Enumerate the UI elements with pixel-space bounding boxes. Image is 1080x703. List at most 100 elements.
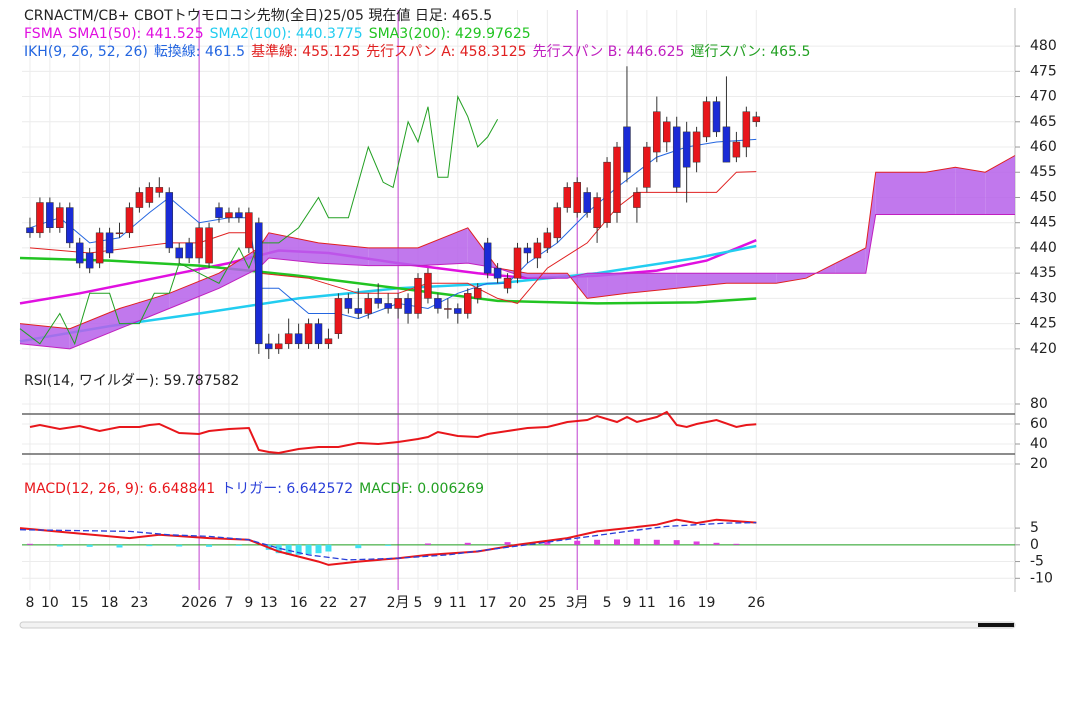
candle-body xyxy=(85,252,94,269)
cloud xyxy=(955,167,986,215)
x-tick-label: 7 xyxy=(224,595,233,611)
scrollbar[interactable] xyxy=(19,621,1016,629)
legend-group: FSMA xyxy=(24,26,63,42)
y-tick-label: 425 xyxy=(1030,316,1057,332)
candle-body xyxy=(692,131,701,163)
y-tick-label: 420 xyxy=(1030,341,1057,357)
histogram-bar xyxy=(693,541,700,545)
histogram-bar xyxy=(235,544,242,546)
cloud xyxy=(318,242,369,266)
candle-body xyxy=(384,303,392,309)
panel-title: RSI(14, ワイルダー): 59.787582 xyxy=(24,373,239,389)
series-line xyxy=(19,256,757,305)
candle-body xyxy=(36,202,44,234)
candle-body xyxy=(255,222,263,345)
cloud xyxy=(368,247,418,266)
candle-body xyxy=(284,333,293,345)
x-tick-label: 26 xyxy=(747,595,765,611)
candle-body xyxy=(404,298,412,314)
series-line xyxy=(29,410,757,455)
candle-body xyxy=(742,111,751,148)
cloud xyxy=(527,273,568,279)
cloud xyxy=(835,247,866,274)
candle-body xyxy=(583,192,591,213)
cloud xyxy=(776,273,807,284)
x-tick-label: 19 xyxy=(698,595,716,611)
candle-body xyxy=(394,298,402,309)
x-tick-label: 10 xyxy=(41,595,59,611)
candle-body xyxy=(464,293,472,314)
x-tick-label: 17 xyxy=(479,595,497,611)
histogram-bar xyxy=(673,540,680,545)
cloud xyxy=(418,227,468,266)
legend-entry: MACDF: 0.006269 xyxy=(359,481,484,497)
candle-body xyxy=(543,232,552,249)
series-line xyxy=(19,94,499,346)
y-tick-label: 450 xyxy=(1030,189,1057,205)
histogram-bar xyxy=(176,544,183,547)
series-line xyxy=(19,518,757,566)
legend-entry: 転換線: 461.5 xyxy=(154,44,245,60)
y-tick-label: 460 xyxy=(1030,139,1057,155)
x-tick-label: 2月 xyxy=(387,595,410,611)
candle-body xyxy=(344,298,353,309)
x-tick-label: 22 xyxy=(320,595,338,611)
front-layer xyxy=(19,66,761,566)
y-tick-label: 435 xyxy=(1030,265,1057,281)
histogram-bar xyxy=(275,544,282,554)
candle-body xyxy=(752,116,761,123)
y-tick-label: 475 xyxy=(1030,63,1057,79)
candle-body xyxy=(155,187,164,193)
legend-entry: SMA3(200): 429.97625 xyxy=(369,26,531,42)
legend-entry: トリガー: 6.642572 xyxy=(221,481,353,497)
candle-body xyxy=(643,146,651,188)
candle-body xyxy=(593,197,601,229)
candle-body xyxy=(603,161,611,223)
candle-body xyxy=(663,121,671,143)
x-tick-label: 23 xyxy=(130,595,148,611)
candle-body xyxy=(205,227,213,264)
legend-entry: MACD(12, 26, 9): 6.648841 xyxy=(24,481,215,497)
histogram-bar xyxy=(146,544,153,547)
candle-body xyxy=(732,141,741,158)
histogram-bar xyxy=(206,544,213,547)
histogram-bar xyxy=(633,538,640,545)
x-tick-label: 9 xyxy=(433,595,442,611)
candle-body xyxy=(374,298,382,304)
y-tick-label: -10 xyxy=(1030,570,1053,586)
cloud xyxy=(587,273,627,299)
cloud xyxy=(875,172,926,215)
candle-body xyxy=(135,192,144,208)
scrollbar-thumb[interactable] xyxy=(978,623,1014,627)
histogram-bar xyxy=(544,541,551,545)
candle-body xyxy=(633,192,641,208)
y-tick-label: 445 xyxy=(1030,215,1057,231)
candle-body xyxy=(354,308,363,314)
histogram-bar xyxy=(653,539,660,545)
y-tick-label: 430 xyxy=(1030,290,1057,306)
x-tick-label: 9 xyxy=(244,595,253,611)
x-tick-label: 8 xyxy=(25,595,34,611)
histogram-bar xyxy=(305,544,312,555)
cloud xyxy=(865,172,876,274)
candle-body xyxy=(56,207,64,229)
x-tick-label: 5 xyxy=(414,595,423,611)
candle-body xyxy=(66,207,74,244)
candle-body xyxy=(46,202,54,229)
y-tick-label: 60 xyxy=(1030,416,1048,432)
candle-body xyxy=(145,187,154,203)
legend-row: IKH(9, 26, 52, 26) 転換線: 461.5 基準線: 455.125… xyxy=(24,43,810,60)
x-tick-label: 13 xyxy=(260,595,278,611)
candle-body xyxy=(454,308,462,314)
cloud xyxy=(69,308,120,349)
histogram-bar xyxy=(26,543,33,545)
x-tick-label: 15 xyxy=(71,595,89,611)
candle-body xyxy=(414,277,422,314)
candle-body xyxy=(563,187,572,208)
candle-body xyxy=(672,126,681,188)
y-tick-label: 470 xyxy=(1030,89,1057,105)
candle-body xyxy=(653,111,661,153)
x-tick-label: 5 xyxy=(603,595,612,611)
series-line xyxy=(19,521,757,561)
